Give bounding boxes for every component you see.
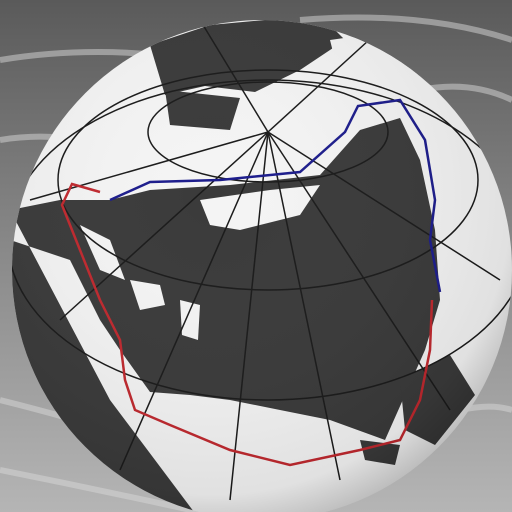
globe-shading <box>12 20 512 512</box>
